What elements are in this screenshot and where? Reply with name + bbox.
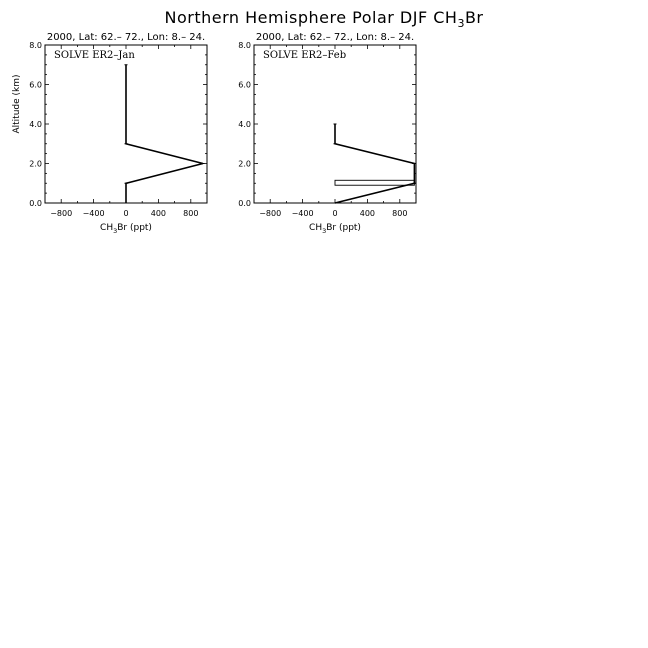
profile-line <box>334 124 416 204</box>
x-tick-label: 400 <box>360 209 375 218</box>
y-tick-label: 4.0 <box>29 120 42 129</box>
profile-bar <box>334 179 415 186</box>
chart-panel-1: −800 −400 0 400 800 0.0 2.0 4.0 6.0 8.0 2000, Lat:… <box>12 32 208 235</box>
x-axis-label: CH3Br (ppt) <box>100 223 152 235</box>
y-tick-label: 8.0 <box>29 41 42 50</box>
y-tick-label: 0.0 <box>29 199 42 208</box>
y-tick-label: 2.0 <box>238 160 251 169</box>
x-tick-label: −400 <box>292 209 314 218</box>
y-tick-label: 4.0 <box>238 120 251 129</box>
profile-line <box>125 64 204 203</box>
panel-header: 2000, Lat: 62.– 72., Lon: 8.– 24. <box>47 32 205 43</box>
y-tick-label: 6.0 <box>29 81 42 90</box>
y-axis-label: Altitude (km) <box>12 74 22 133</box>
y-tick-label: 2.0 <box>29 160 42 169</box>
x-tick-label: −800 <box>259 209 281 218</box>
chart-panel-2: −800 −400 0 400 800 0.0 2.0 4.0 6.0 8.0 2000, Lat:… <box>238 32 417 235</box>
panel-header: 2000, Lat: 62.– 72., Lon: 8.– 24. <box>256 32 414 43</box>
x-tick-label: 400 <box>151 209 166 218</box>
x-tick-label: 800 <box>183 209 198 218</box>
y-tick-label: 0.0 <box>238 199 251 208</box>
x-tick-label: 0 <box>332 209 337 218</box>
figure-title: Northern Hemisphere Polar DJF CH3Br <box>164 8 483 30</box>
x-tick-label: 800 <box>392 209 407 218</box>
y-tick-label: 6.0 <box>238 81 251 90</box>
panel-label: SOLVE ER2–Jan <box>54 50 135 61</box>
x-tick-label: −400 <box>83 209 105 218</box>
x-tick-label: 0 <box>123 209 128 218</box>
x-axis-label: CH3Br (ppt) <box>309 223 361 235</box>
y-tick-label: 8.0 <box>238 41 251 50</box>
panel-label: SOLVE ER2–Feb <box>263 50 346 61</box>
x-tick-label: −800 <box>50 209 72 218</box>
